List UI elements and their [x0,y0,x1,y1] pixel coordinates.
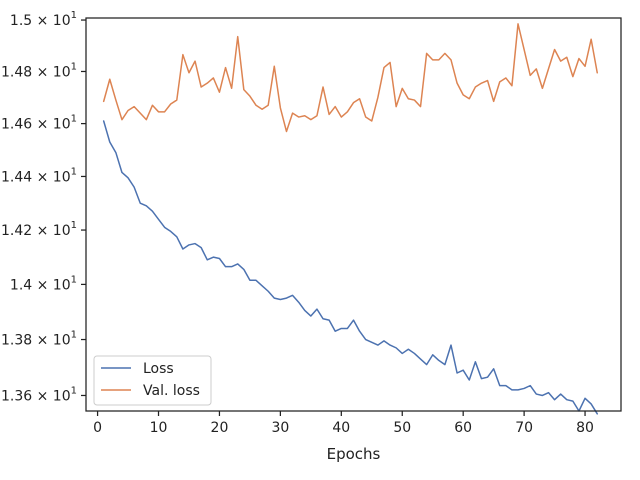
plot-area-frame [85,17,622,412]
y-tick-label: 1.5 × 101 [10,10,77,29]
x-tick-label: 70 [515,420,533,436]
y-tick-label: 1.38 × 101 [1,330,77,349]
y-tick-label: 1.36 × 101 [1,385,77,404]
series-line-val-loss [102,23,598,133]
legend-label-val-loss: Val. loss [143,383,200,399]
y-tick-label: 1.46 × 101 [1,114,77,133]
x-tick-label: 0 [93,420,102,436]
series-line-loss [102,120,598,415]
y-tick-label: 1.4 × 101 [10,274,77,293]
x-axis-label: Epochs [327,445,381,463]
series-layer [102,23,598,415]
y-tick-label: 1.48 × 101 [1,61,77,80]
x-tick-label: 80 [576,420,594,436]
y-tick-label: 1.44 × 101 [1,166,77,185]
x-tick-label: 10 [150,420,168,436]
x-tick-label: 40 [332,420,350,436]
ticks-layer: 0 10 20 30 40 50 60 70 80 1.36 × 101 1.38 × 101 1.4… [1,10,594,436]
x-tick-label: 20 [211,420,229,436]
legend: Loss Val. loss [93,355,212,406]
x-tick-label: 60 [454,420,472,436]
x-tick-label: 30 [271,420,289,436]
y-tick-label: 1.42 × 101 [1,220,77,239]
x-tick-label: 50 [393,420,411,436]
legend-label-loss: Loss [143,361,174,377]
